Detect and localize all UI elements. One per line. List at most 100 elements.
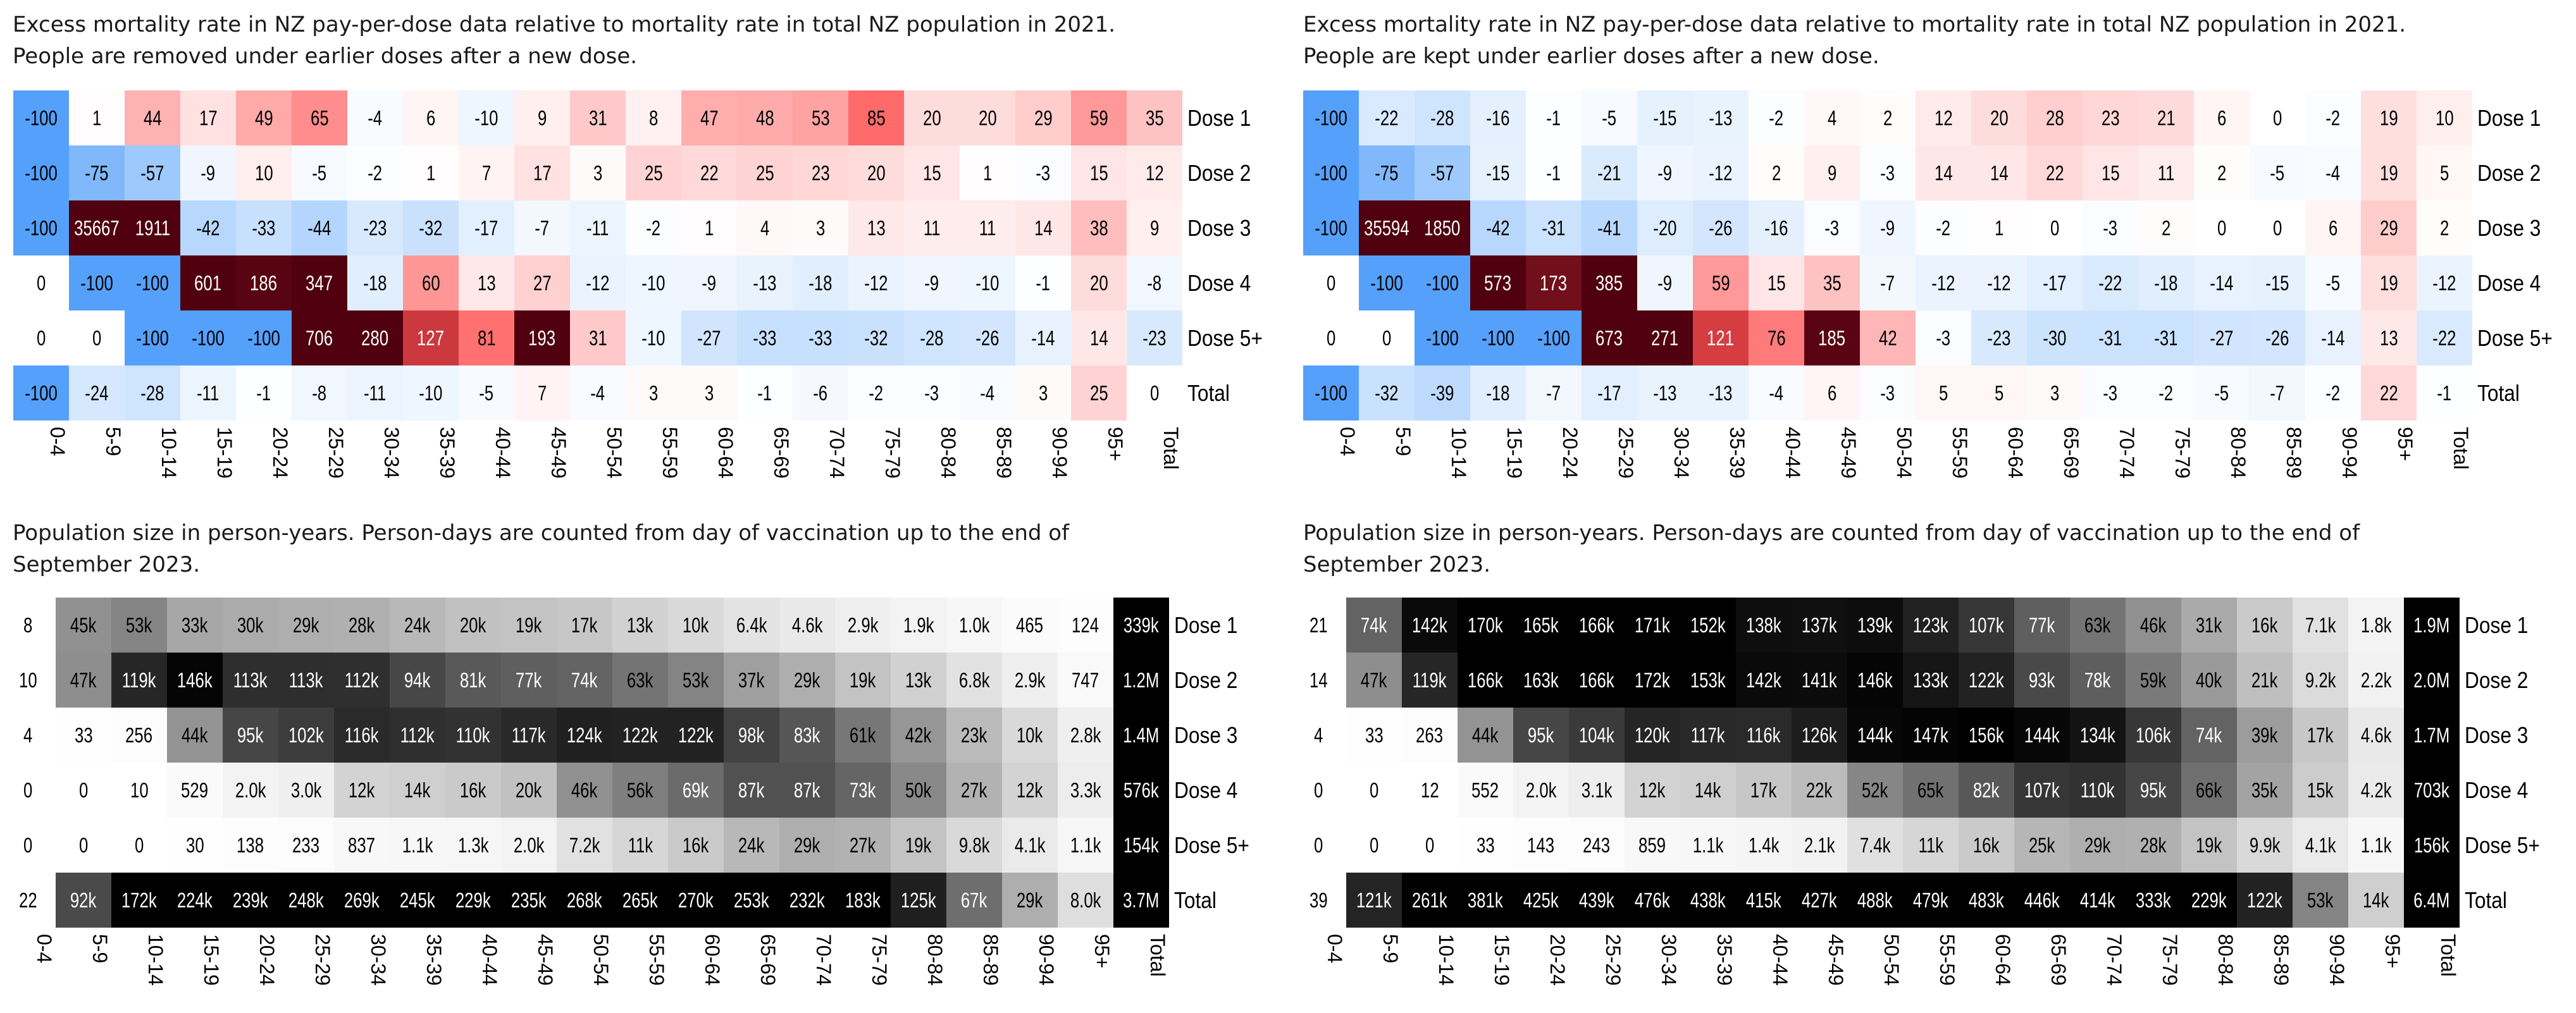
- cell-value: 29k: [1017, 888, 1043, 912]
- heatmap-cell: -14: [1015, 310, 1071, 365]
- heatmap-cell: 1.1k: [390, 818, 445, 873]
- heatmap-cell: 59: [1071, 90, 1127, 145]
- heatmap-cell: 95k: [1513, 708, 1569, 763]
- cell-value: 3: [648, 381, 659, 405]
- cell-value: 2.9k: [1014, 668, 1046, 692]
- heatmap-cell: 5: [2417, 145, 2472, 200]
- cell-value: 23: [811, 161, 830, 185]
- cell-value: -13: [1709, 106, 1733, 130]
- cell-value: 49: [254, 106, 273, 130]
- cell-value: 42: [1878, 326, 1897, 350]
- cell-value: 35: [1823, 271, 1842, 295]
- heatmap-cell: 59: [1693, 255, 1749, 310]
- row-label: Dose 5+: [1174, 818, 1260, 873]
- heatmap-cell: 113k: [278, 653, 334, 708]
- heatmap-cell: -22: [1359, 90, 1415, 145]
- column-label: 50-54: [603, 427, 626, 479]
- heatmap-cell: -5: [1582, 90, 1637, 145]
- cell-value: 152k: [1690, 613, 1726, 637]
- cell-value: 25k: [2029, 833, 2055, 857]
- heatmap-cell: 183k: [835, 873, 891, 928]
- heatmap-cell: 77k: [2014, 598, 2070, 653]
- cell-value: 31: [588, 326, 607, 350]
- cell-value: 10k: [683, 613, 709, 637]
- heatmap-cell: 56k: [612, 763, 668, 818]
- column-label: 90-94: [2325, 934, 2348, 986]
- cell-value: 33: [74, 723, 93, 747]
- heatmap-cell: 0: [69, 310, 125, 365]
- heatmap-cell: -39: [1415, 365, 1470, 421]
- heatmap-cell: -100: [125, 310, 180, 365]
- heatmap-cell: -14: [2194, 255, 2250, 310]
- heatmap-cell: 25: [1071, 365, 1127, 421]
- heatmap-cell: -42: [1470, 200, 1526, 255]
- heatmap-cell: 67k: [946, 873, 1002, 928]
- cell-value: 107k: [1969, 613, 2004, 637]
- cell-value: 529: [181, 778, 209, 802]
- heatmap-cell: -33: [793, 310, 848, 365]
- heatmap-cell: -5: [2250, 145, 2305, 200]
- cell-value: 76: [1767, 326, 1786, 350]
- cell-value: 185: [1818, 326, 1846, 350]
- heatmap-cell: 29k: [779, 653, 835, 708]
- heatmap-cell: -75: [69, 145, 125, 200]
- cell-value: 29k: [794, 668, 820, 692]
- cell-value: 0: [78, 778, 89, 802]
- heatmap-cell: 2.9k: [835, 598, 891, 653]
- cell-value: -8: [1147, 271, 1162, 295]
- cell-value: 2: [1883, 106, 1893, 130]
- cell-value: 47k: [1361, 668, 1387, 692]
- cell-value: 93k: [2029, 668, 2055, 692]
- cell-value: -33: [808, 326, 833, 350]
- cell-value: -100: [1537, 326, 1570, 350]
- cell-value: 859: [1638, 833, 1666, 857]
- heatmap-cell: 17: [514, 145, 570, 200]
- cell-value: 706: [306, 326, 333, 350]
- heatmap-cell: 23k: [946, 708, 1002, 763]
- cell-value: 65: [310, 106, 329, 130]
- heatmap-cell: 601: [180, 255, 236, 310]
- cell-value: 104k: [1579, 723, 1614, 747]
- heatmap-cell: -26: [960, 310, 1015, 365]
- cell-value: 261k: [1412, 888, 1447, 912]
- heatmap-cell: 85: [848, 90, 904, 145]
- column-label: 65-69: [757, 934, 779, 986]
- cell-value: 425k: [1523, 888, 1559, 912]
- heatmap-cell: 17k: [2293, 708, 2348, 763]
- cell-value: 25: [1089, 381, 1108, 405]
- heatmap-cell: 6: [1804, 365, 1860, 421]
- cell-value: -4: [2325, 161, 2341, 185]
- cell-value: -3: [2103, 381, 2118, 405]
- heatmap-cell: -23: [1971, 310, 2027, 365]
- heatmap-cell: 9.2k: [2293, 653, 2348, 708]
- heatmap-cell: 4.1k: [1002, 818, 1058, 873]
- row-label: Dose 2: [2465, 653, 2537, 708]
- heatmap-cell: 95k: [223, 708, 278, 763]
- row-label-text: Total: [1174, 887, 1217, 913]
- heatmap-cell: 40k: [2181, 653, 2237, 708]
- heatmap-cell: 152k: [1680, 598, 1736, 653]
- row-label-text: Dose 5+: [2477, 324, 2553, 351]
- heatmap-cell: 10: [111, 763, 167, 818]
- cell-value: -32: [1375, 381, 1399, 405]
- cell-value: 59: [1711, 271, 1730, 295]
- cell-value: 83k: [794, 723, 820, 747]
- heatmap-cell: -31: [2083, 310, 2138, 365]
- heatmap-cell: 124: [1058, 598, 1113, 653]
- cell-value: 19k: [850, 668, 876, 692]
- column-label: 70-74: [2103, 934, 2126, 986]
- heatmap-cell: -44: [292, 200, 347, 255]
- cell-value: -32: [419, 216, 443, 240]
- row-label: Dose 2: [1174, 653, 1246, 708]
- title-line: People are kept under earlier doses afte…: [1303, 44, 1879, 69]
- cell-value: -33: [252, 216, 276, 240]
- heatmap-cell: 19k: [891, 818, 946, 873]
- row-label: Dose 5+: [2477, 310, 2563, 365]
- cell-value: 13: [477, 271, 496, 295]
- cell-value: 1.7M: [2413, 723, 2450, 747]
- cell-value: -12: [2432, 271, 2456, 295]
- cell-value: 8.0k: [1070, 888, 1101, 912]
- cell-value: 45k: [70, 613, 97, 637]
- heatmap-cell: 415k: [1736, 873, 1792, 928]
- cell-value: 59k: [2140, 668, 2167, 692]
